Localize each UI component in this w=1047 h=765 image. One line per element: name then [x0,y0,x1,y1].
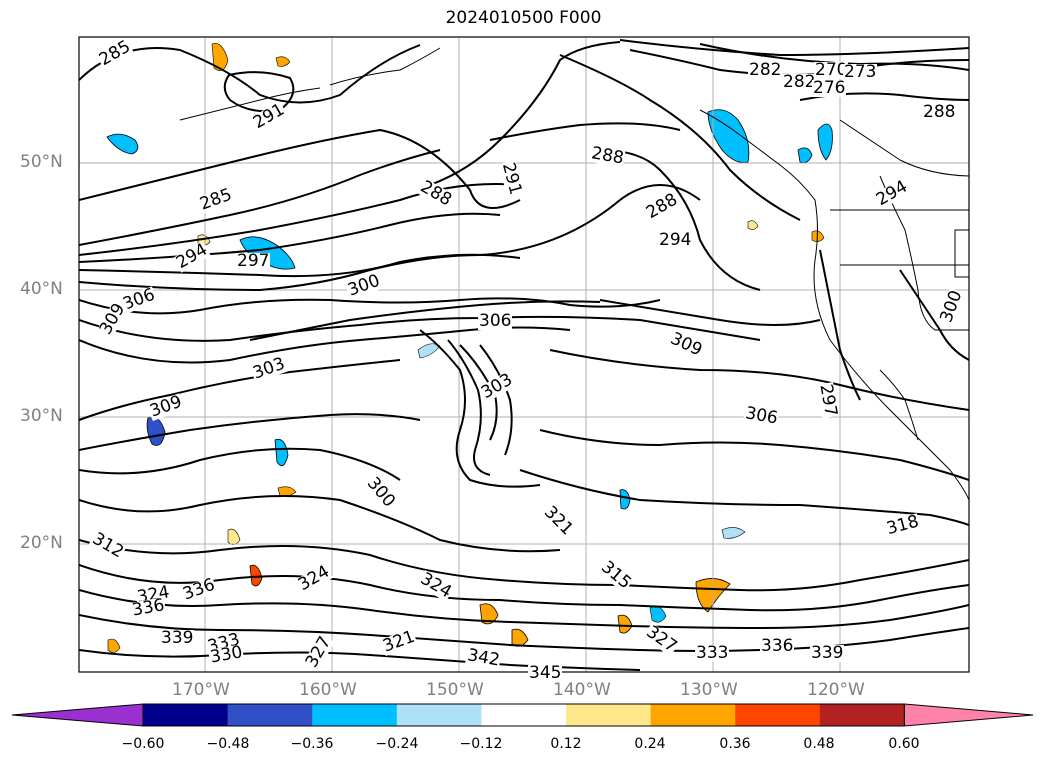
colorbar-tick: 0.48 [803,736,835,752]
contour-label: 273 [843,62,878,82]
contour-label: 336 [760,636,795,656]
colorbar-tick: −0.12 [459,736,503,752]
contour-label: 282 [748,60,783,80]
contour-label: 339 [160,628,195,648]
map-area [79,37,969,672]
lon-label-170w: 170°W [172,680,230,700]
contour-label: 297 [236,251,271,271]
lon-label-150w: 150°W [426,680,484,700]
colorbar-segment [312,704,398,726]
colorbar-tick: −0.24 [375,736,419,752]
colorbar-segment [396,704,482,726]
colorbar-segment [566,704,652,726]
lat-label-50n: 50°N [20,152,63,172]
lon-label-140w: 140°W [553,680,611,700]
colorbar-segment [227,704,313,726]
colorbar-segment [143,704,229,726]
contour-label: 276 [812,78,847,98]
lat-label-20n: 20°N [20,533,63,553]
contour-label: 294 [658,230,693,250]
lat-label-40n: 40°N [20,279,63,299]
contour-label: 333 [695,643,730,663]
colorbar-tick: 0.24 [634,736,666,752]
colorbar-outline [142,703,905,727]
contour-label: 288 [922,102,957,122]
colorbar-tick: 0.60 [888,736,920,752]
contour-label: 306 [478,311,513,331]
colorbar-tick: 0.36 [719,736,751,752]
lon-label-130w: 130°W [680,680,738,700]
colorbar-segment [650,704,736,726]
coastlines [179,47,969,501]
colorbar-tick: 0.12 [550,736,582,752]
colorbar-extend-low [11,703,144,727]
colorbar-tick: −0.36 [290,736,334,752]
colorbar-extend-high [903,703,1034,727]
lon-label-160w: 160°W [299,680,357,700]
contour-label: 339 [810,643,845,663]
contour-label: 345 [528,663,563,683]
colorbar-tick: −0.48 [206,736,250,752]
map-title: 2024010500 F000 [445,8,602,28]
colorbar-segment [819,704,905,726]
colorbar-segment [481,704,567,726]
lon-label-120w: 120°W [807,680,865,700]
colorbar-segment [735,704,821,726]
colorbar-tick: −0.60 [121,736,165,752]
contour-label: 270 [814,60,849,80]
lat-label-30n: 30°N [20,406,63,426]
contour-label: 282 [782,72,817,92]
